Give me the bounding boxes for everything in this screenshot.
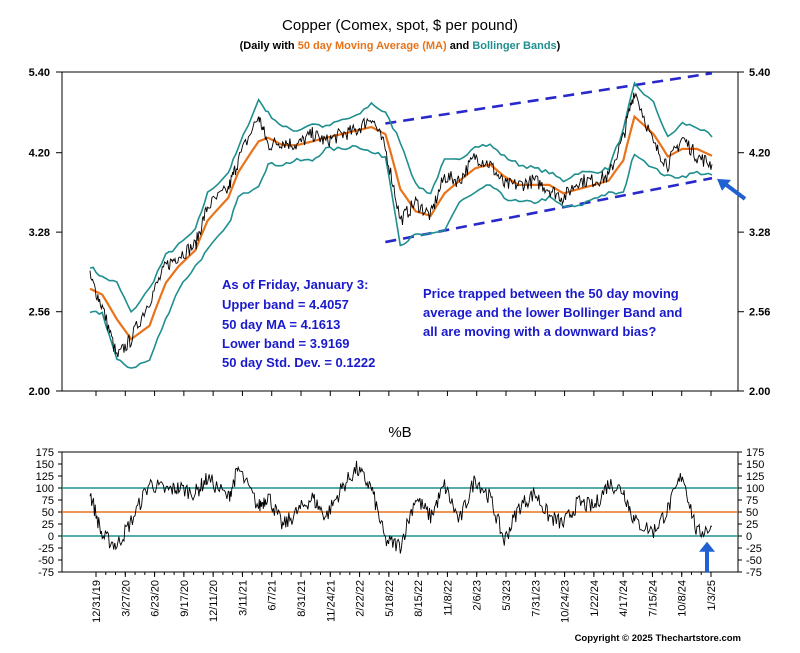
x-tick-label: 5/3/23: [501, 580, 513, 611]
x-tick-label: 8/31/21: [296, 580, 308, 617]
percent-b-arrow-annotation: [699, 541, 715, 573]
x-tick-label: 4/17/24: [618, 580, 630, 617]
percent-b-ytick-label-right: 50: [746, 507, 758, 519]
chart-title: Copper (Comex, spot, $ per pound): [282, 17, 518, 34]
percent-b-ytick-label-left: -50: [38, 555, 54, 567]
price-ytick-label-left: 4.20: [29, 148, 50, 160]
percent-b-ytick-label-left: -75: [38, 567, 54, 579]
x-tick-label: 8/15/22: [413, 580, 425, 617]
x-tick-label: 10/24/23: [560, 580, 572, 623]
percent-b-ytick-label-right: 125: [746, 471, 764, 483]
stats-line: Upper band = 4.4057: [222, 297, 349, 312]
percent-b-ytick-label-left: 0: [48, 531, 54, 543]
x-tick-label: 5/18/22: [384, 580, 396, 617]
subtitle-suffix: ): [557, 40, 561, 52]
price-ytick-label-left: 2.00: [29, 386, 50, 398]
arrow-head: [717, 178, 731, 191]
copper-price-line: [89, 92, 713, 358]
subtitle-prefix: (Daily with: [240, 40, 298, 52]
subtitle-ma: 50 day Moving Average (MA): [298, 40, 447, 52]
price-ytick-label-right: 2.00: [749, 386, 770, 398]
x-tick-label: 12/11/20: [208, 580, 220, 622]
price-ytick-label-right: 2.56: [749, 307, 770, 319]
price-arrow-annotation: [717, 178, 747, 201]
moving-average-line: [89, 114, 713, 341]
price-ytick-label-left: 3.28: [29, 227, 50, 239]
percent-b-ytick-label-left: 25: [42, 519, 54, 531]
price-ytick-label-left: 5.40: [29, 67, 50, 79]
x-tick-label: 11/8/22: [442, 580, 454, 616]
x-tick-label: 7/31/23: [530, 580, 542, 617]
trend-channel-upper-line: [385, 71, 713, 125]
percent-b-ytick-label-left: -25: [38, 543, 54, 555]
x-tick-label: 2/22/22: [355, 580, 367, 617]
percent-b-ytick-label-right: 0: [746, 531, 752, 543]
percent-b-ytick-label-right: 150: [746, 459, 764, 471]
percent-b-ytick-label-left: 50: [42, 507, 54, 519]
comment-line: average and the lower Bollinger Band and: [423, 305, 682, 320]
comment-annotation: Price trapped between the 50 day moving …: [423, 286, 682, 339]
percent-b-line: [89, 460, 713, 554]
x-tick-label: 9/17/20: [179, 580, 191, 617]
percent-b-ytick-label-left: 175: [36, 447, 54, 459]
x-tick-label: 11/24/21: [325, 580, 337, 622]
x-tick-label: 12/31/19: [91, 580, 103, 623]
x-tick-label: 7/15/24: [647, 580, 659, 617]
comment-line: all are moving with a downward bias?: [423, 324, 656, 339]
percent-b-ytick-label-right: -50: [746, 555, 762, 567]
price-panel-series: [89, 81, 713, 369]
percent-b-ytick-label-left: 75: [42, 495, 54, 507]
price-panel-frame: [61, 71, 739, 392]
price-ytick-label-left: 2.56: [29, 307, 50, 319]
percent-b-ytick-label-right: 175: [746, 447, 764, 459]
price-ytick-label-right: 4.20: [749, 148, 770, 160]
x-tick-label: 3/27/20: [120, 580, 132, 617]
percent-b-ytick-label-left: 100: [36, 483, 54, 495]
percent-b-ytick-label-right: -75: [746, 567, 762, 579]
x-tick-label: 1/3/25: [706, 580, 718, 611]
percent-b-ytick-label-right: 100: [746, 483, 764, 495]
comment-line: Price trapped between the 50 day moving: [423, 286, 679, 301]
percent-b-ytick-label-right: 75: [746, 495, 758, 507]
stats-line: 50 day MA = 4.1613: [222, 317, 340, 332]
x-tick-label: 6/23/20: [150, 580, 162, 617]
stats-line: 50 day Std. Dev. = 0.1222: [222, 355, 375, 370]
price-panel-ticks: [56, 71, 744, 392]
x-tick-label: 10/8/24: [677, 580, 689, 617]
price-ytick-label-right: 5.40: [749, 67, 770, 79]
x-tick-label: 1/22/24: [589, 580, 601, 617]
percent-b-ytick-label-right: 25: [746, 519, 758, 531]
stats-annotation: As of Friday, January 3: Upper band = 4.…: [222, 277, 375, 370]
stats-line: Lower band = 3.9169: [222, 336, 350, 351]
price-y-axis: 5.40 5.40 4.20 4.20 3.28 3.28 2.56 2.56 2.00 2.00: [29, 67, 771, 398]
percent-b-ytick-label-left: 150: [36, 459, 54, 471]
chart-subtitle: (Daily with 50 day Moving Average (MA) a…: [240, 40, 561, 52]
copyright: Copyright © 2025 Thechartstore.com: [575, 633, 741, 644]
x-tick-label: 6/7/21: [267, 580, 279, 611]
arrow-shaft: [723, 182, 747, 201]
percent-b-series: [89, 460, 713, 554]
percent-b-arrow-head: [699, 541, 715, 552]
x-tick-label: 3/11/21: [237, 580, 249, 616]
x-tick-label: 2/6/23: [472, 580, 484, 611]
percent-b-ytick-label-right: -25: [746, 543, 762, 555]
date-x-axis: 12/31/19 3/27/20 6/23/20 9/17/20 12/11/20 3/1…: [91, 391, 718, 623]
lower-bollinger-band-line: [89, 144, 713, 369]
subtitle-bb: Bollinger Bands: [472, 40, 556, 52]
stats-line: As of Friday, January 3:: [222, 277, 368, 292]
upper-bollinger-band-line: [89, 81, 713, 314]
subtitle-and: and: [447, 40, 473, 52]
percent-b-ytick-label-left: 125: [36, 471, 54, 483]
price-ytick-label-right: 3.28: [749, 227, 770, 239]
percent-b-title: %B: [388, 424, 411, 441]
